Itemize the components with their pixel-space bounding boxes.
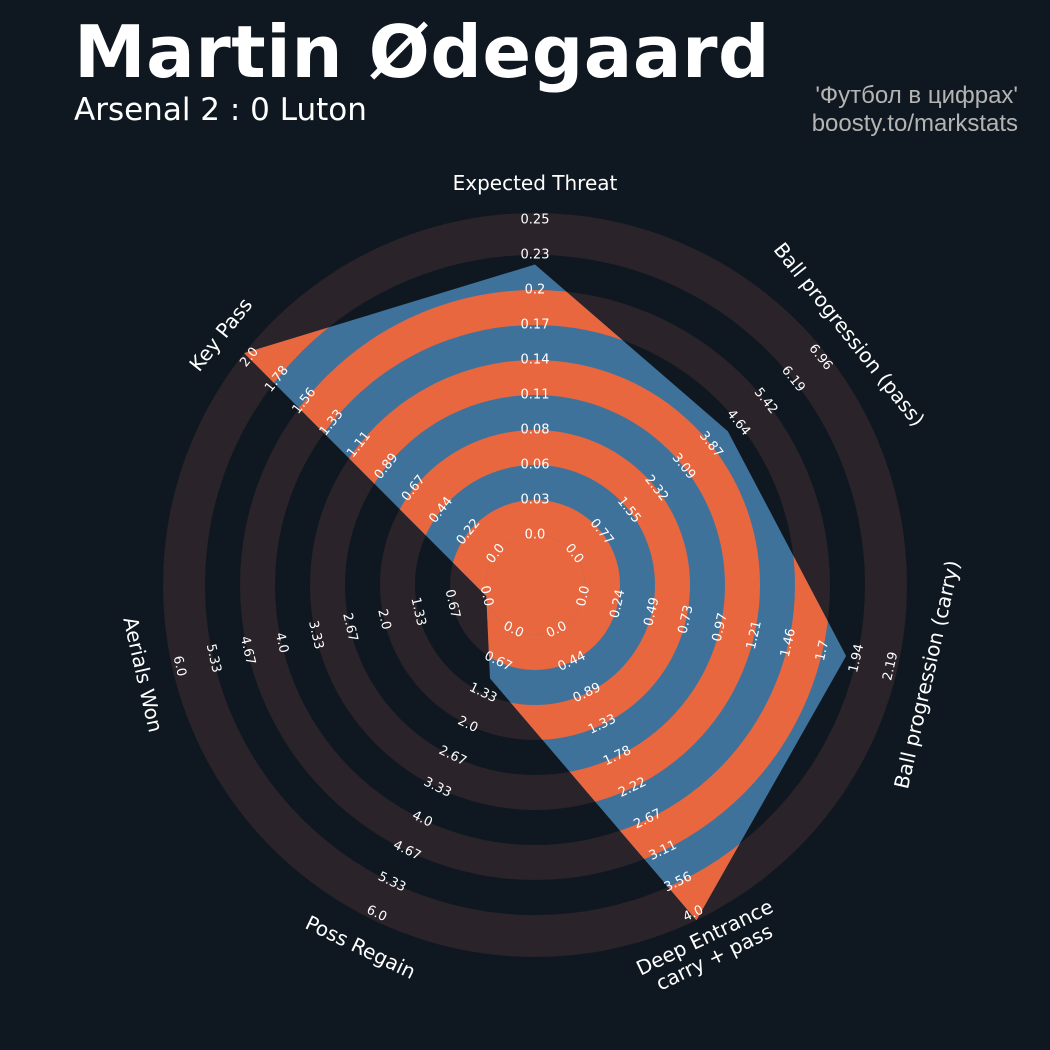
tick-label: 0.24 [607,588,628,620]
tick-label: 2.19 [880,650,901,682]
tick-label: 0.0 [574,584,593,608]
player-polygon [244,264,847,921]
tick-label: 1.94 [846,643,867,675]
param-label: Expected Threat [453,171,618,195]
tick-label: 2.0 [374,608,393,632]
tick-label: 0.0 [477,584,496,608]
param-label: Aerials Won [118,615,168,735]
tick-label: 4.0 [272,631,291,655]
tick-label: 0.23 [521,248,550,263]
tick-label: 1.33 [407,596,428,628]
tick-label: 0.97 [710,612,731,644]
credit-line-1: 'Футбол в цифрах' [815,82,1018,109]
match-score-subtitle: Arsenal 2 : 0 Luton [74,92,367,128]
polygon-center-disc [485,535,585,635]
tick-label: 0.14 [521,353,550,368]
tick-label: 0.2 [525,283,546,298]
tick-label: 5.33 [203,643,224,675]
tick-label: 3.33 [305,619,326,651]
tick-label: 0.0 [525,528,546,543]
tick-label: 0.17 [521,318,550,333]
polygon-band-1 [450,500,620,670]
player-name-title: Martin Ødegaard [74,10,770,94]
tick-label: 0.11 [521,388,550,403]
tick-label: 4.67 [237,635,258,667]
tick-label: 0.03 [521,493,550,508]
tick-label: 1.21 [744,619,765,651]
tick-label: 1.46 [778,627,799,659]
tick-label: 0.49 [641,596,662,628]
tick-label: 0.08 [521,423,550,438]
tick-label: 2.67 [339,612,360,644]
tick-label: 0.67 [442,588,463,620]
tick-label: 0.06 [521,458,550,473]
tick-label: 1.7 [813,639,832,663]
tick-label: 0.25 [521,213,550,228]
tick-label: 6.0 [170,654,189,678]
credit-line-2: boosty.to/markstats [811,110,1018,137]
tick-label: 0.73 [676,604,697,636]
